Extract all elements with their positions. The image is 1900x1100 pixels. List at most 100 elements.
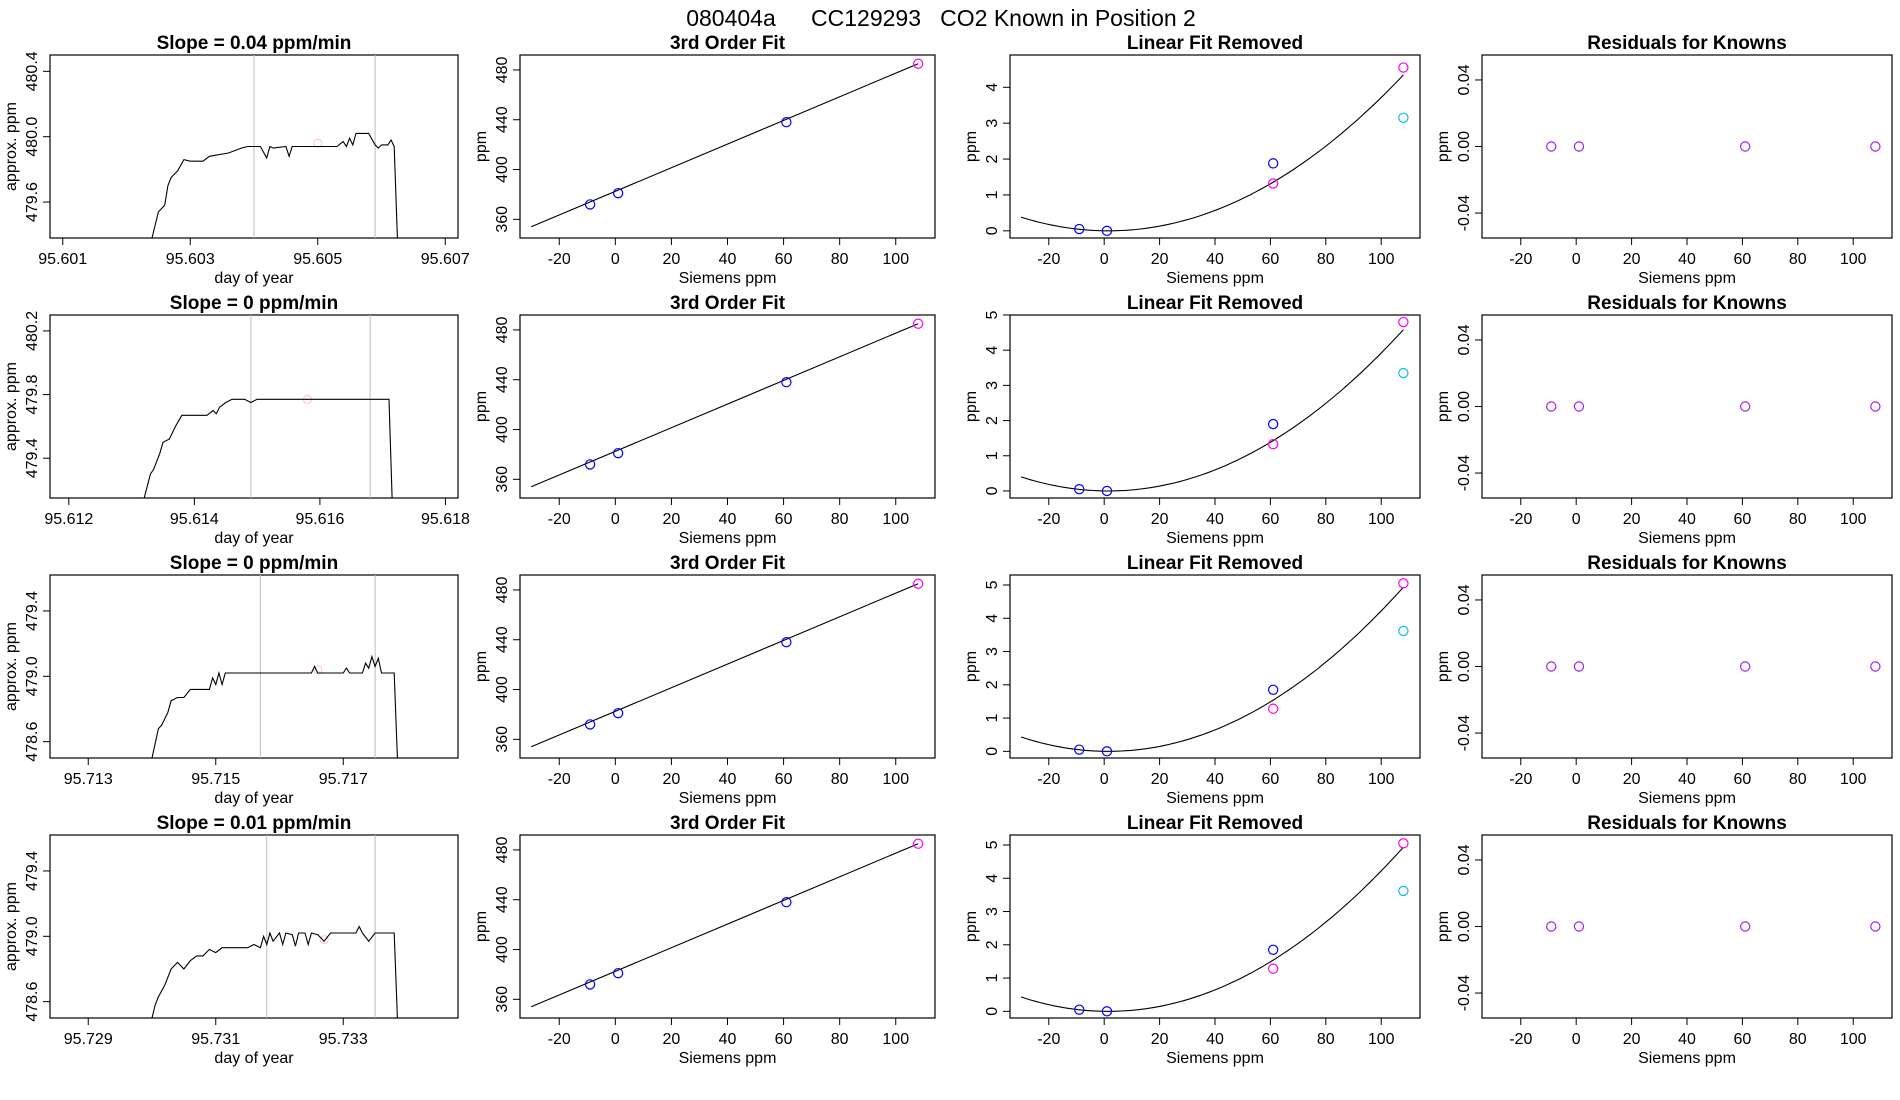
- data-point: [584, 719, 596, 730]
- x-tick-label: 60: [775, 251, 793, 268]
- y-axis-label: ppm: [473, 651, 490, 682]
- y-tick-label: 479.4: [24, 591, 41, 631]
- y-tick-label: 4: [984, 614, 1001, 623]
- data-point: [1739, 401, 1751, 412]
- chart-panel-fit-3: 3rd Order Fit -20 0 20 40 60 80 100 360 400 440 480…: [473, 553, 936, 807]
- x-tick-label: 20: [1151, 1031, 1169, 1048]
- x-tick-label: 60: [1734, 251, 1752, 268]
- y-tick-label: 440: [494, 366, 511, 393]
- data-point: [612, 967, 624, 979]
- x-tick-label: 95.612: [44, 511, 93, 528]
- x-tick-label: 60: [1262, 771, 1280, 788]
- y-axis-label: approx. ppm: [3, 102, 20, 191]
- y-tick-label: 360: [494, 986, 511, 1013]
- data-point: [1398, 578, 1409, 589]
- y-axis-label: ppm: [1435, 391, 1452, 422]
- y-tick-label: 478.6: [24, 982, 41, 1022]
- x-tick-label: 0: [1100, 771, 1109, 788]
- y-tick-label: 4: [984, 346, 1001, 355]
- fit-line: [531, 323, 919, 488]
- x-tick-label: 100: [1368, 251, 1395, 268]
- x-tick-label: 95.601: [38, 251, 87, 268]
- data-point: [781, 637, 792, 648]
- x-tick-label: 80: [1317, 1031, 1335, 1048]
- x-tick-label: 60: [1262, 1031, 1280, 1048]
- x-tick-label: 0: [1100, 511, 1109, 528]
- x-tick-label: 80: [1789, 771, 1807, 788]
- x-axis-label: Siemens ppm: [679, 270, 777, 287]
- y-tick-label: 400: [494, 416, 511, 443]
- panel-title: 3rd Order Fit: [670, 293, 786, 314]
- data-point: [1739, 921, 1751, 932]
- chart-panel-residuals-1: Residuals for Knowns -20 0 20 40 60 80 100 -0.04…: [1435, 33, 1893, 287]
- x-tick-label: 95.715: [191, 771, 240, 788]
- data-point: [1398, 625, 1409, 637]
- x-tick-label: 20: [1151, 511, 1169, 528]
- data-point: [1398, 367, 1409, 379]
- data-point: [781, 897, 792, 908]
- plot-frame: [1481, 834, 1893, 1019]
- x-tick-label: 100: [1368, 511, 1395, 528]
- data-point: [1870, 661, 1881, 672]
- panel-title: Residuals for Knowns: [1587, 553, 1787, 574]
- y-tick-label: -0.04: [1456, 195, 1473, 232]
- x-tick-label: 80: [1317, 251, 1335, 268]
- plot-area: [151, 575, 398, 758]
- x-tick-label: 20: [1623, 771, 1641, 788]
- plot-frame: [49, 574, 459, 759]
- x-tick-label: 100: [1368, 1031, 1395, 1048]
- x-tick-label: -20: [548, 511, 571, 528]
- chart-panel-residuals-2: Residuals for Knowns -20 0 20 40 60 80 100 -0.04…: [1435, 293, 1893, 547]
- y-tick-label: 480: [494, 316, 511, 343]
- panel-title: Linear Fit Removed: [1127, 813, 1303, 834]
- fit-line: [531, 843, 919, 1008]
- data-point: [1267, 944, 1279, 955]
- chart-panel-fit-1: 3rd Order Fit -20 0 20 40 60 80 100 360 400 440 480…: [473, 33, 936, 287]
- plot-area: [1546, 141, 1881, 152]
- residual-curve: [1020, 586, 1404, 752]
- y-axis-label: ppm: [1435, 131, 1452, 162]
- plot-frame: [1009, 314, 1421, 499]
- data-point: [1267, 684, 1279, 695]
- data-point: [1870, 921, 1881, 932]
- x-tick-label: 0: [611, 511, 620, 528]
- chart-panel-trace-2: Slope = 0 ppm/min 95.612 95.614 95.616 95.61…: [3, 293, 470, 547]
- x-tick-label: 0: [1572, 511, 1581, 528]
- y-tick-label: 0.00: [1456, 651, 1473, 682]
- residual-curve: [1020, 329, 1404, 492]
- plot-area: [151, 55, 398, 238]
- y-tick-label: 2: [984, 940, 1001, 949]
- y-tick-label: 0.00: [1456, 131, 1473, 162]
- y-tick-label: 479.0: [24, 916, 41, 956]
- x-axis-label: Siemens ppm: [1166, 530, 1264, 547]
- data-point: [1546, 401, 1557, 412]
- y-axis-label: approx. ppm: [3, 622, 20, 711]
- y-axis-label: ppm: [963, 911, 980, 942]
- residual-curve: [1020, 846, 1404, 1012]
- data-point: [1573, 661, 1585, 672]
- x-axis-label: Siemens ppm: [1166, 270, 1264, 287]
- data-point: [612, 707, 624, 719]
- x-tick-label: 20: [663, 771, 681, 788]
- panel-title: Slope = 0.04 ppm/min: [157, 33, 352, 54]
- x-tick-label: 0: [611, 1031, 620, 1048]
- data-point: [781, 377, 792, 388]
- plot-area: [1546, 661, 1881, 672]
- x-tick-label: 80: [831, 771, 849, 788]
- x-tick-label: 40: [1206, 771, 1224, 788]
- data-point: [584, 199, 596, 210]
- x-tick-label: 40: [719, 511, 737, 528]
- y-tick-label: 400: [494, 676, 511, 703]
- y-tick-label: 0.00: [1456, 391, 1473, 422]
- y-tick-label: 480: [494, 836, 511, 863]
- x-axis-label: day of year: [214, 270, 294, 287]
- x-tick-label: 100: [1840, 771, 1867, 788]
- data-point: [1101, 485, 1113, 497]
- panel-title: Linear Fit Removed: [1127, 553, 1303, 574]
- x-tick-label: 60: [775, 1031, 793, 1048]
- plot-area: [1020, 62, 1409, 237]
- x-tick-label: 100: [1840, 511, 1867, 528]
- x-tick-label: 95.731: [191, 1031, 240, 1048]
- x-tick-label: 95.603: [166, 251, 215, 268]
- x-tick-label: 80: [831, 251, 849, 268]
